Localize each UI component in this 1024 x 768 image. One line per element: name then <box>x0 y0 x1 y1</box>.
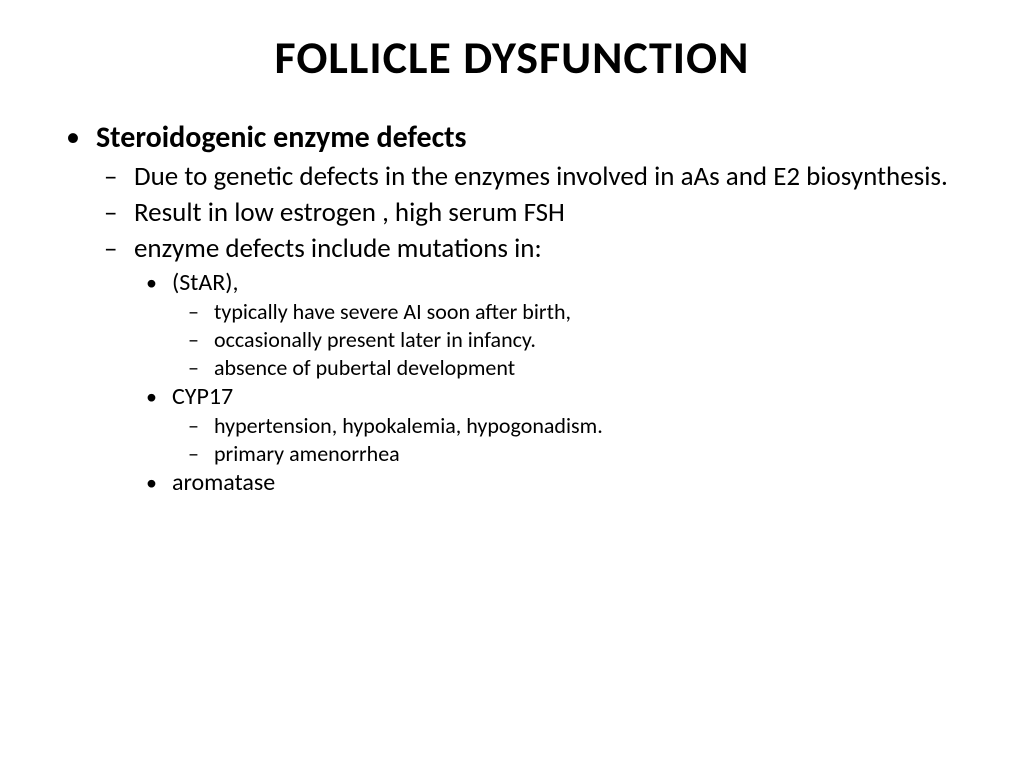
bullet-text: Result in low estrogen , high serum FSH <box>134 196 565 229</box>
slide: FOLLICLE DYSFUNCTION Steroidogenic enzym… <box>0 0 1024 768</box>
bullet-l2-enzyme-defects: enzyme defects include mutations in: <box>60 233 964 265</box>
bullet-l4-cyp17-2: primary amenorrhea <box>60 441 964 467</box>
bullet-text: Due to genetic defects in the enzymes in… <box>134 160 948 193</box>
bullet-text: primary amenorrhea <box>214 440 400 467</box>
bullet-l3-star: (StAR), <box>60 269 964 297</box>
bullet-l4-star-2: occasionally present later in infancy. <box>60 327 964 353</box>
bullet-l4-cyp17-1: hypertension, hypokalemia, hypogonadism. <box>60 413 964 439</box>
bullet-l3-cyp17: CYP17 <box>60 383 964 411</box>
bullet-text: (StAR), <box>172 268 239 297</box>
slide-body: Steroidogenic enzyme defects Due to gene… <box>60 120 964 498</box>
bullet-list: Steroidogenic enzyme defects Due to gene… <box>60 120 964 498</box>
bullet-text: occasionally present later in infancy. <box>214 326 536 353</box>
bullet-l3-aromatase: aromatase <box>60 469 964 497</box>
bullet-text: Steroidogenic enzyme defects <box>96 119 467 156</box>
bullet-text: typically have severe AI soon after birt… <box>214 298 571 325</box>
bullet-text: CYP17 <box>172 382 233 411</box>
bullet-l2-result: Result in low estrogen , high serum FSH <box>60 197 964 229</box>
bullet-l1-steroidogenic: Steroidogenic enzyme defects <box>60 120 964 155</box>
bullet-text: enzyme defects include mutations in: <box>134 232 542 265</box>
slide-title: FOLLICLE DYSFUNCTION <box>60 30 964 86</box>
bullet-text: hypertension, hypokalemia, hypogonadism. <box>214 412 603 439</box>
bullet-l4-star-1: typically have severe AI soon after birt… <box>60 299 964 325</box>
bullet-l4-star-3: absence of pubertal development <box>60 355 964 381</box>
bullet-l2-due-to: Due to genetic defects in the enzymes in… <box>60 161 964 193</box>
bullet-text: absence of pubertal development <box>214 354 515 381</box>
bullet-text: aromatase <box>172 468 275 497</box>
